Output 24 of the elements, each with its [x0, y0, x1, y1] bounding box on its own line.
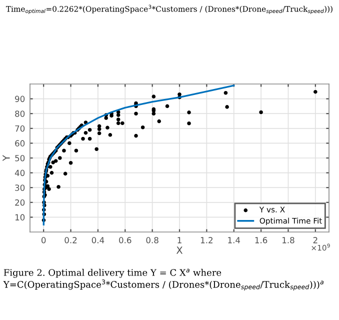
- x-tick-label: 2: [313, 237, 318, 244]
- x-tick-label: 0.8: [146, 237, 158, 244]
- x-tick-label: 1: [178, 237, 182, 244]
- x-tick-label: 1.6: [255, 237, 268, 244]
- y-axis-title: Y: [2, 155, 10, 161]
- y-tick-label: 40: [14, 170, 25, 176]
- text: Figure 2. Optimal delivery time Y = C X$^{a}$ where Y=C(OperatingSpace$^{3}$*Customers / (Drones*(Drone$_{speed}$/Truck$_{speed}$)))$^{a}$: [3, 268, 324, 291]
- y-tick-label: 80: [15, 110, 25, 117]
- y-tick-label: 30: [15, 184, 25, 191]
- y-tick-label: 90: [15, 96, 25, 102]
- x-tick-label: 1.4: [228, 237, 240, 244]
- y-tick-label: 70: [15, 125, 25, 132]
- x-tick-label: 0.6: [119, 237, 132, 244]
- x-tick-label: 0.4: [92, 237, 104, 244]
- y-tick-label: 20: [15, 199, 25, 206]
- line-series: [42, 84, 235, 226]
- x-tick-label: 0: [41, 237, 46, 244]
- y-tick-label: 10: [15, 214, 25, 220]
- x-axis-title: X: [176, 246, 183, 254]
- x-tick-label: 0.2: [64, 237, 77, 244]
- x-tick-label: 1.2: [200, 237, 212, 244]
- y-tick-label: 60: [15, 140, 25, 146]
- y-tick-label: 50: [15, 154, 25, 162]
- x-tick-label: 1.8: [282, 237, 294, 244]
